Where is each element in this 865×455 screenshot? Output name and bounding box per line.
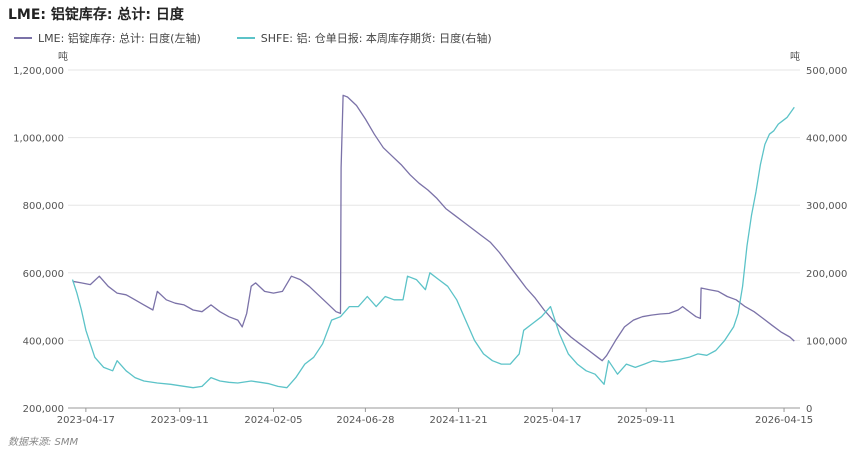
- x-tick-label: 2024-11-21: [430, 415, 488, 426]
- x-tick-label: 2023-04-17: [57, 415, 115, 426]
- x-tick-label: 2026-04-15: [755, 415, 813, 426]
- legend-swatch-shfe: [236, 37, 255, 39]
- data-source: 数据来源: SMM: [8, 437, 79, 448]
- left-y-tick-label: 200,000: [23, 404, 64, 415]
- right-y-tick-label: 300,000: [806, 201, 847, 212]
- left-y-tick-label: 600,000: [23, 269, 64, 280]
- left-y-tick-label: 1,200,000: [13, 66, 64, 77]
- series-line-shfe: [71, 106, 795, 389]
- left-y-tick-label: 800,000: [23, 201, 64, 212]
- left-y-tick-label: 400,000: [23, 336, 64, 347]
- legend-swatch-lme: [14, 37, 32, 39]
- x-tick-label: 2025-04-17: [523, 415, 581, 426]
- right-y-tick-label: 500,000: [806, 66, 847, 77]
- series-line-lme: [72, 94, 795, 362]
- chart-title: LME: 铝锭库存: 总计: 日度: [8, 7, 184, 23]
- x-tick-label: 2023-09-11: [151, 415, 209, 426]
- right-axis-unit: 吨: [790, 52, 800, 63]
- right-y-tick-label: 0: [806, 404, 812, 415]
- legend-item-lme[interactable]: LME: 铝锭库存: 总计: 日度(左轴): [14, 30, 201, 46]
- right-y-tick-label: 100,000: [806, 336, 847, 347]
- legend-label-shfe: SHFE: 铝: 仓单日报: 本周库存期货: 日度(右轴): [260, 32, 492, 45]
- x-tick-label: 2024-02-05: [244, 415, 302, 426]
- left-axis-unit: 吨: [58, 52, 68, 63]
- chart-legend: LME: 铝锭库存: 总计: 日度(左轴) SHFE: 铝: 仓单日报: 本周库…: [14, 30, 492, 46]
- x-tick-label: 2025-09-11: [617, 415, 675, 426]
- legend-item-shfe[interactable]: SHFE: 铝: 仓单日报: 本周库存期货: 日度(右轴): [236, 30, 492, 46]
- right-y-tick-label: 200,000: [806, 269, 847, 280]
- left-y-tick-label: 1,000,000: [13, 134, 64, 145]
- x-tick-label: 2024-06-28: [336, 415, 394, 426]
- right-y-tick-label: 400,000: [806, 134, 847, 145]
- legend-label-lme: LME: 铝锭库存: 总计: 日度(左轴): [38, 32, 201, 45]
